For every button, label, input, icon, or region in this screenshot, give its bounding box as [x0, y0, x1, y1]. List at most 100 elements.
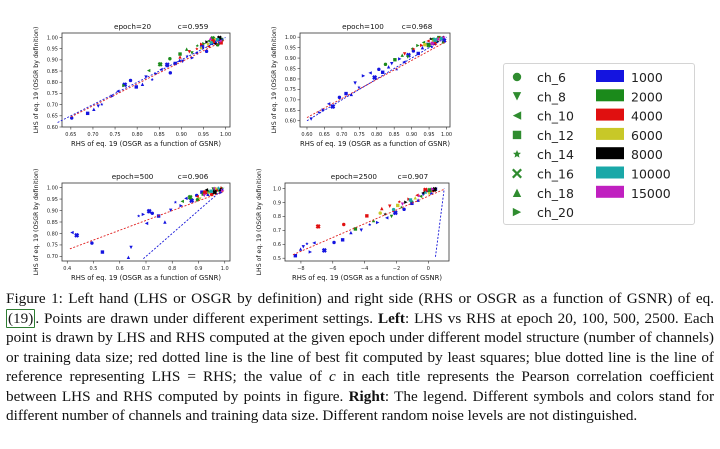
data-point: [321, 247, 327, 253]
panel-correlation: c=0.907: [398, 172, 429, 181]
y-tick-label: 0.95: [47, 197, 58, 203]
data-point: [134, 85, 138, 89]
data-point: [396, 203, 400, 208]
x-tick-label: 0.90: [406, 132, 417, 138]
data-point: [206, 192, 210, 196]
data-point: [100, 250, 105, 254]
y-axis-label: LHS of eq. 19 (OSGR by definition): [33, 169, 40, 276]
data-point: [400, 202, 405, 206]
data-point: [431, 187, 435, 191]
best-fit-line: [292, 188, 445, 256]
x-axis-label: RHS of eq. 19 (OSGR as a function of GSN…: [71, 140, 221, 148]
data-point: [122, 83, 126, 88]
y-tick-label: 0.95: [47, 46, 58, 52]
panel-title: epoch=20: [114, 22, 151, 31]
legend-size-swatch: [596, 70, 624, 82]
y-tick-label: 0.85: [285, 66, 296, 72]
data-point: [85, 111, 90, 116]
data-point: [189, 198, 195, 204]
x-tick-label: −8: [297, 266, 304, 272]
x-tick-label: 0.7: [142, 266, 150, 272]
legend-marker-label: ch_12: [537, 128, 574, 143]
data-point: [90, 241, 94, 245]
x-tick-label: 0.80: [371, 132, 382, 138]
caption-right-label: Right: [348, 387, 385, 405]
legend-size-swatch: [596, 89, 624, 102]
data-point: [187, 50, 192, 54]
data-point: [293, 254, 298, 258]
data-point: [173, 200, 178, 204]
data-point: [298, 247, 303, 251]
x-tick-label: −2: [393, 266, 400, 272]
caption-c-variable: c: [329, 368, 336, 385]
data-point: [391, 207, 396, 212]
data-point: [408, 198, 413, 202]
data-point: [141, 212, 146, 217]
x-tick-label: 0.4: [63, 266, 71, 272]
data-point: [430, 41, 434, 46]
legend-size-label: 1000: [631, 70, 663, 85]
x-tick-label: 0: [427, 266, 430, 272]
data-point: [208, 36, 213, 41]
data-point: [423, 42, 427, 47]
legend-marker-label: ch_20: [537, 205, 574, 220]
caption-part-2: . Points are drawn under different exper…: [35, 309, 378, 327]
data-point: [144, 75, 148, 79]
data-point: [199, 45, 203, 50]
legend-marker-icon: [512, 188, 522, 197]
data-point: [432, 186, 438, 192]
data-point: [212, 189, 218, 195]
scatter-panel-1: epoch=20 c=0.959 0.65 0.70 0.75 0.80 0.85 0.90 0…: [33, 22, 231, 148]
data-point: [353, 81, 357, 85]
data-point: [330, 104, 336, 110]
data-point: [74, 232, 80, 238]
legend-size-label: 15000: [631, 186, 671, 201]
data-point: [179, 204, 183, 208]
legend-size-label: 8000: [631, 147, 663, 162]
data-point: [308, 250, 313, 254]
y-tick-label: 0.9: [273, 200, 281, 206]
data-point: [442, 36, 446, 40]
data-point: [178, 55, 182, 59]
data-point: [412, 47, 416, 51]
data-point: [365, 214, 369, 218]
data-point: [140, 82, 145, 86]
equation-reference-link[interactable]: (19): [6, 308, 36, 328]
data-point: [180, 199, 184, 204]
x-tick-label: 0.75: [109, 132, 120, 138]
data-point: [349, 230, 353, 235]
data-point: [159, 67, 163, 72]
y-tick-label: 0.75: [47, 243, 58, 249]
x-tick-label: 0.85: [154, 132, 165, 138]
x-tick-label: 1.00: [441, 132, 452, 138]
y-tick-label: 1.0: [273, 186, 281, 192]
data-point: [200, 42, 204, 46]
data-point: [380, 70, 385, 74]
data-point: [416, 198, 420, 202]
data-point: [163, 220, 167, 224]
y-tick-label: 0.60: [285, 119, 296, 125]
data-point: [146, 68, 151, 73]
y-axis-label: LHS of eq. 19 (OSGR by definition): [33, 27, 40, 134]
data-point: [426, 42, 432, 48]
data-point: [392, 210, 398, 216]
x-tick-label: −4: [361, 266, 368, 272]
legend-size-label: 2000: [631, 89, 663, 104]
panel-title: epoch=500: [112, 172, 154, 181]
legend-marker-label: ch_14: [537, 147, 574, 162]
data-point: [342, 222, 346, 227]
legend-size-label: 4000: [631, 109, 663, 124]
data-point: [422, 187, 428, 193]
best-fit-line: [69, 190, 225, 250]
data-point: [399, 205, 404, 209]
x-tick-label: 0.8: [168, 266, 176, 272]
data-point: [426, 39, 430, 43]
data-point: [178, 52, 182, 56]
scatter-panel-2: epoch=100 c=0.968 0.60 0.65 0.70 0.75 0.80 0.85…: [271, 22, 452, 148]
data-point: [195, 194, 199, 199]
legend-marker-label: ch_16: [537, 167, 574, 182]
data-point: [337, 95, 342, 100]
data-point: [344, 91, 348, 96]
y-tick-label: 0.95: [285, 45, 296, 51]
x-tick-label: 0.80: [132, 132, 143, 138]
